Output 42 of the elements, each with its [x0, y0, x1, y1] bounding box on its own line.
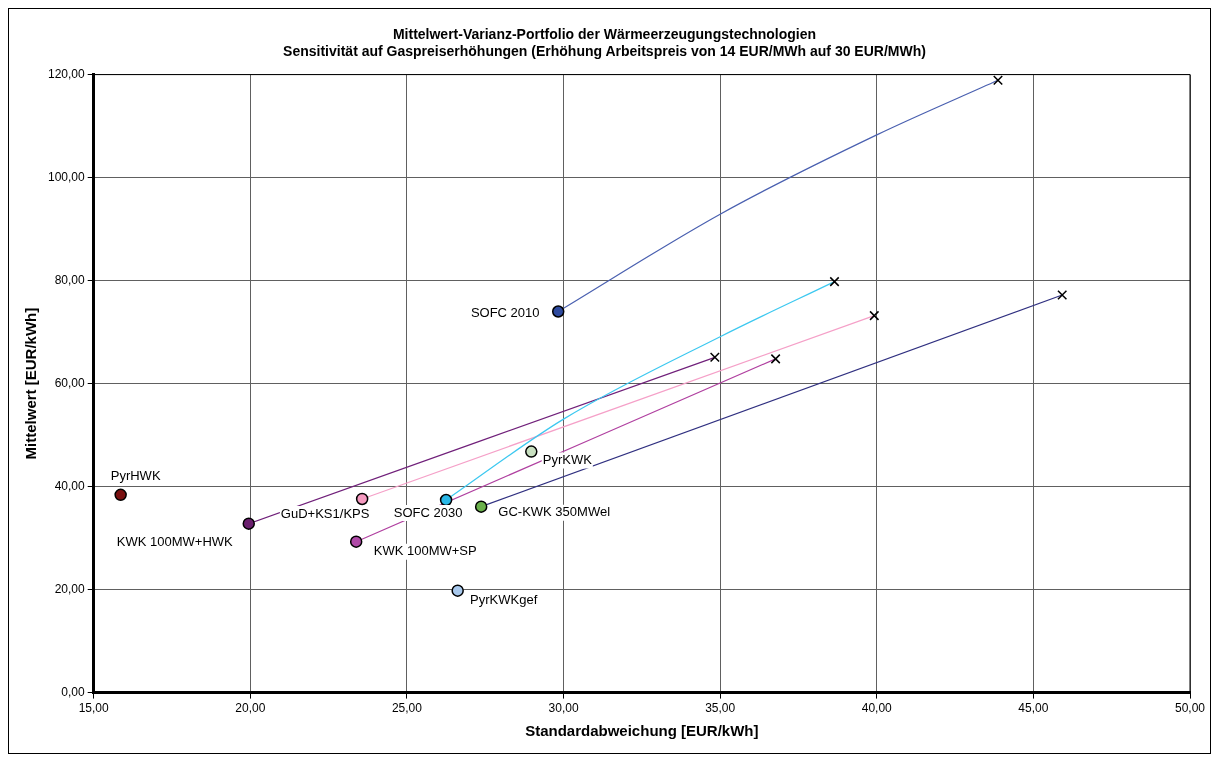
x-tick-label: 50,00: [1174, 701, 1206, 716]
x-tick-label: 25,00: [391, 701, 423, 716]
point: [770, 353, 781, 364]
point: [114, 488, 127, 502]
x-tick-label: 30,00: [548, 701, 579, 716]
point: [551, 305, 565, 318]
series-label: GC-KWK 350MWel: [498, 504, 611, 520]
y-tick-label: 120,00: [48, 66, 86, 81]
series-label: KWK 100MW+HWK: [116, 534, 234, 550]
point: [349, 535, 363, 548]
y-tick-label: 40,00: [54, 478, 86, 493]
point: [451, 584, 464, 597]
point: [525, 445, 538, 458]
y-tick-label: 60,00: [54, 375, 86, 390]
point: [869, 310, 880, 321]
series-label: SOFC 2010: [470, 305, 540, 321]
y-tick-label: 0,00: [61, 684, 86, 699]
series-label: GuD+KS1/KPS: [280, 505, 370, 521]
x-tick-label: 35,00: [705, 701, 736, 716]
x-tick-label: 20,00: [235, 701, 266, 716]
series-label: SOFC 2030: [393, 504, 463, 520]
x-axis-title: Standardabweichung [EUR/kWh]: [525, 722, 759, 740]
y-tick-label: 20,00: [54, 581, 86, 596]
point: [1057, 290, 1068, 301]
point: [709, 352, 720, 363]
series-label: PyrHWK: [110, 468, 161, 484]
chart-title: Mittelwert-Varianz-Portfolio der Wärmeerzeugungstechnologien Sensitivität auf Gaspreiserhöhungen (Erhöhung Arbeitspreis von 14 EUR/MWh auf 30 EUR/MWh): [283, 26, 926, 60]
x-tick-label: 15,00: [78, 701, 110, 716]
point: [355, 492, 369, 506]
point: [993, 75, 1003, 86]
point: [439, 493, 453, 507]
series-label: PyrKWKgef: [470, 592, 538, 608]
series-label: KWK 100MW+SP: [373, 543, 477, 559]
y-tick-label: 100,00: [48, 169, 86, 184]
x-tick-label: 40,00: [861, 701, 893, 716]
series-label: PyrKWK: [542, 452, 593, 468]
y-tick-label: 80,00: [54, 272, 86, 287]
point: [242, 517, 255, 530]
x-tick-label: 45,00: [1018, 701, 1049, 716]
y-axis-title: Mittelwert [EUR/kWh]: [22, 307, 40, 460]
point: [474, 500, 488, 513]
point: [829, 276, 840, 287]
